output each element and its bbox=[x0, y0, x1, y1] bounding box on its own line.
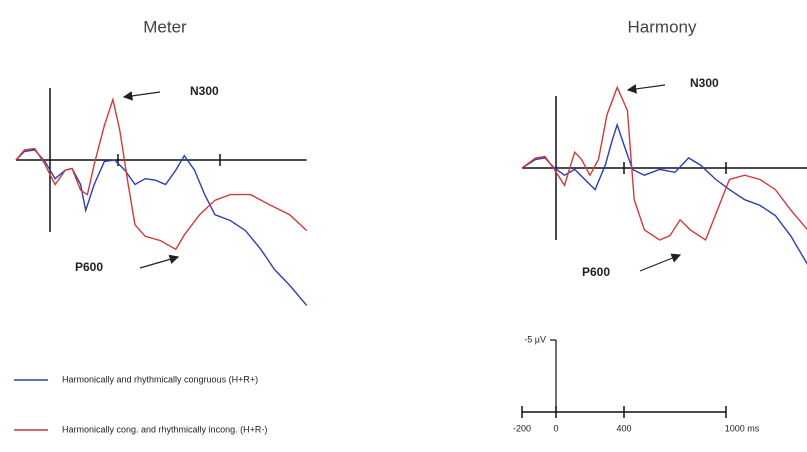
chart-title: Harmony bbox=[628, 17, 697, 36]
legend-label: Harmonically cong. and rhythmically inco… bbox=[62, 424, 267, 434]
annotation: P600 bbox=[75, 260, 103, 274]
annotation-arrow bbox=[626, 84, 666, 94]
waveform bbox=[15, 149, 308, 306]
annotation-arrow bbox=[139, 254, 180, 269]
tick-label: 400 bbox=[616, 423, 631, 433]
waveform bbox=[521, 85, 807, 242]
tick-label: -200 bbox=[513, 423, 531, 433]
chart-title: Meter bbox=[143, 17, 187, 36]
annotation: N300 bbox=[190, 84, 219, 98]
annotation-arrow bbox=[122, 91, 161, 101]
annotation: P600 bbox=[582, 265, 610, 279]
waveform bbox=[521, 122, 807, 265]
annotation: N300 bbox=[690, 76, 719, 90]
tick-label: 1000 ms bbox=[725, 423, 760, 433]
legend-label: Harmonically and rhythmically congruous … bbox=[62, 374, 258, 384]
annotation-arrow bbox=[639, 253, 682, 272]
waveform bbox=[15, 96, 308, 251]
tick-label: 0 bbox=[553, 423, 558, 433]
tick-label: -5 µV bbox=[524, 334, 546, 344]
